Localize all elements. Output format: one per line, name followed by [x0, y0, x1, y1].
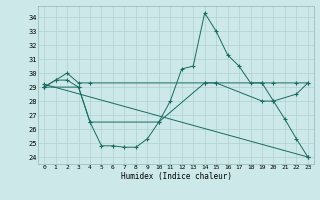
- X-axis label: Humidex (Indice chaleur): Humidex (Indice chaleur): [121, 172, 231, 181]
